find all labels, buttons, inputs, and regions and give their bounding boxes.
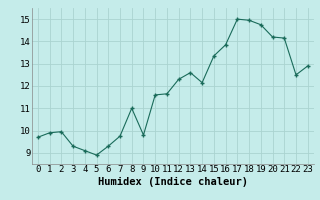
- X-axis label: Humidex (Indice chaleur): Humidex (Indice chaleur): [98, 177, 248, 187]
